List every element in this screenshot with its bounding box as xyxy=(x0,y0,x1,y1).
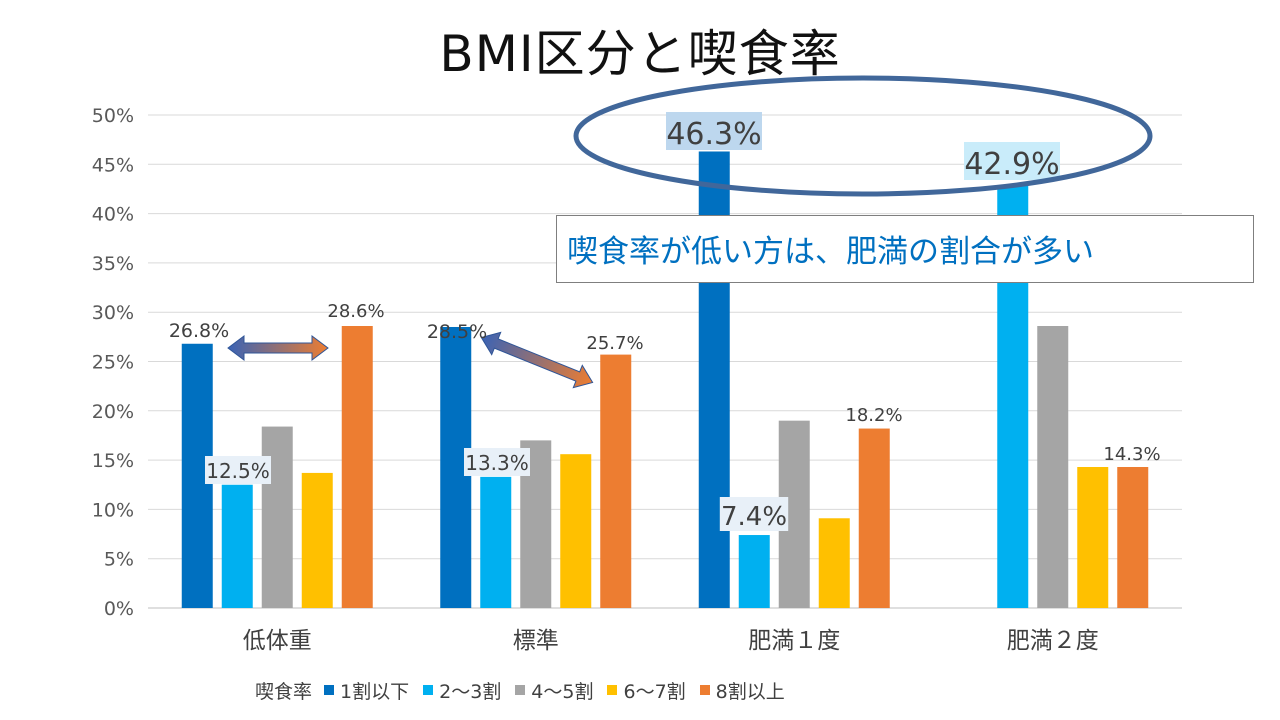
bar xyxy=(341,326,373,608)
data-label: 18.2% xyxy=(845,405,902,426)
bar xyxy=(1117,467,1149,608)
data-label: 28.5% xyxy=(427,321,487,343)
legend-label: 8割以上 xyxy=(715,680,785,703)
legend-item: 6～7割 xyxy=(607,677,686,704)
chart-title: BMI区分と喫食率 xyxy=(439,25,841,83)
legend-swatch xyxy=(515,685,526,695)
y-tick-label: 50% xyxy=(92,105,134,127)
legend-label: 6～7割 xyxy=(623,680,686,703)
bar xyxy=(480,476,512,608)
legend-item: 1割以下 xyxy=(324,677,409,704)
axis-labels: 0% 5% 10% 15% 20% 25% 30% 35% 40% 45% 50% 低体重 標準 肥満１度… xyxy=(92,105,1099,654)
legend-title: 喫食率 xyxy=(255,680,313,703)
legend-label: 2～3割 xyxy=(439,680,502,703)
y-tick-label: 20% xyxy=(92,401,134,423)
y-tick-label: 45% xyxy=(92,154,134,176)
data-label: 28.6% xyxy=(327,301,384,322)
data-label: 14.3% xyxy=(1103,444,1160,465)
bar xyxy=(301,472,333,608)
data-label-highlight xyxy=(666,112,762,150)
x-category-label: 肥満２度 xyxy=(1007,628,1099,654)
x-category-label: 肥満１度 xyxy=(748,628,840,654)
data-label: 42.9% xyxy=(964,147,1059,182)
x-category-label: 低体重 xyxy=(243,628,312,654)
legend-item: 8割以上 xyxy=(699,677,785,704)
legend-swatch xyxy=(423,685,434,695)
data-labels: 26.8% 28.5% 46.3% 12.5% 13.3% 7.4% 42.9% 28.6% 2… xyxy=(169,112,1161,532)
annotations xyxy=(227,331,594,389)
double-arrow-low-weight xyxy=(227,335,329,361)
data-label: 7.4% xyxy=(721,502,787,532)
legend-swatch xyxy=(699,685,710,695)
data-label-highlight xyxy=(205,456,271,484)
bar xyxy=(858,428,890,608)
bar xyxy=(261,426,293,608)
data-label-highlight xyxy=(964,142,1060,180)
data-label-highlight xyxy=(464,448,530,476)
y-tick-label: 30% xyxy=(92,302,134,324)
legend: 喫食率 1割以下 2～3割 4～5割 6～7割 8割以上 xyxy=(255,676,799,704)
y-tick-label: 40% xyxy=(92,204,134,226)
data-label: 13.3% xyxy=(465,451,529,475)
legend-swatch xyxy=(324,685,335,695)
legend-label: 4～5割 xyxy=(531,680,594,703)
y-tick-label: 5% xyxy=(104,549,134,571)
highlight-ellipse xyxy=(573,75,1153,197)
bar xyxy=(738,535,770,608)
y-tick-label: 15% xyxy=(92,450,134,472)
bar xyxy=(600,354,632,608)
bar xyxy=(560,454,592,608)
y-tick-label: 35% xyxy=(92,253,134,275)
x-category-label: 標準 xyxy=(513,628,559,654)
legend-item: 4～5割 xyxy=(515,677,593,704)
bar xyxy=(818,518,850,608)
data-label-highlight xyxy=(719,497,789,531)
callout-text: 喫食率が低い方は、肥満の割合が多い xyxy=(567,234,1094,270)
legend-label: 1割以下 xyxy=(340,680,410,703)
data-label: 46.3% xyxy=(666,117,761,152)
legend-swatch xyxy=(607,685,618,695)
bar xyxy=(1037,326,1069,608)
bar xyxy=(221,484,253,608)
y-tick-label: 10% xyxy=(92,499,134,521)
data-label: 12.5% xyxy=(206,459,270,483)
callout-box: 喫食率が低い方は、肥満の割合が多い xyxy=(556,215,1254,283)
y-tick-label: 0% xyxy=(104,598,134,620)
bar xyxy=(1077,467,1109,608)
data-label: 25.7% xyxy=(586,333,643,354)
legend-item: 2～3割 xyxy=(423,677,501,704)
double-arrow-normal xyxy=(480,331,594,389)
data-label: 26.8% xyxy=(169,320,229,342)
y-tick-label: 25% xyxy=(92,352,134,374)
